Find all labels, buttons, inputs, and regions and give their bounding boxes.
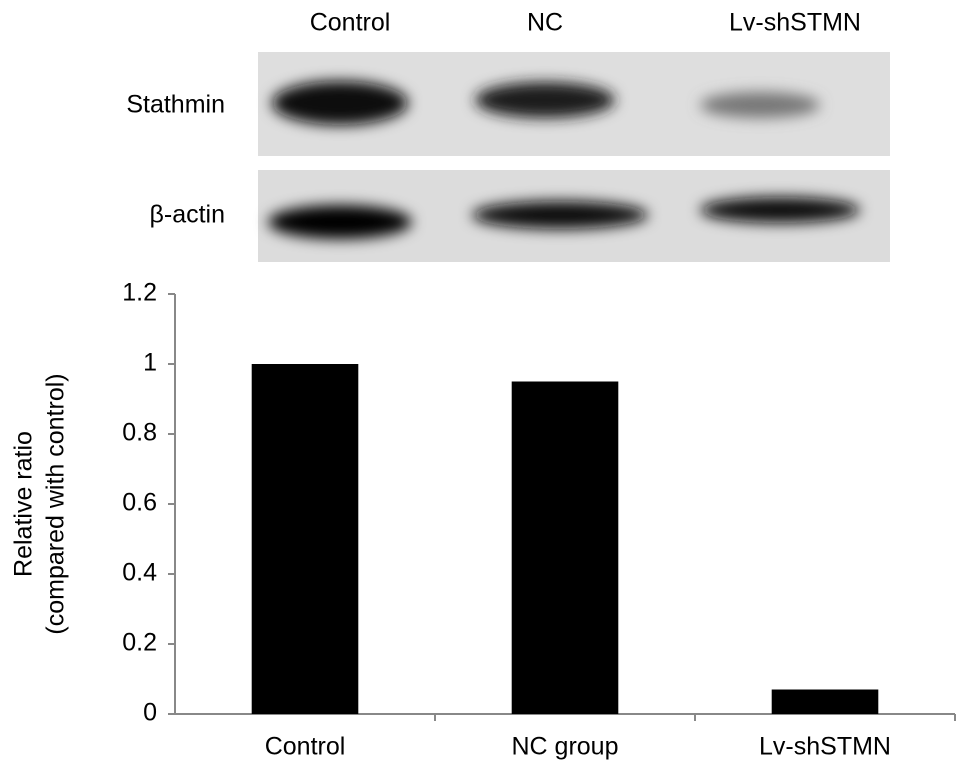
y-axis-label: Relative ratio bbox=[10, 431, 38, 577]
bar bbox=[251, 364, 359, 714]
y-tick-label: 0.4 bbox=[122, 559, 157, 587]
lane-label: NC bbox=[527, 9, 563, 37]
blot-band bbox=[475, 82, 615, 118]
x-tick-label: Lv-shSTMN bbox=[759, 733, 891, 761]
row-label: Stathmin bbox=[126, 91, 225, 119]
blot-band bbox=[472, 201, 648, 229]
western-blot: Control NC Lv-shSTMN Stathmin β-actin bbox=[126, 9, 890, 262]
row-label: β-actin bbox=[149, 201, 225, 229]
blot-band bbox=[700, 197, 860, 223]
lane-label: Control bbox=[310, 9, 391, 37]
lane-label: Lv-shSTMN bbox=[729, 9, 861, 37]
y-tick-label: 0 bbox=[143, 699, 157, 727]
y-tick-label: 0.8 bbox=[122, 419, 157, 447]
blot-band bbox=[700, 92, 820, 118]
bar bbox=[511, 381, 619, 714]
x-tick-label: Control bbox=[265, 733, 346, 761]
bar bbox=[771, 689, 879, 714]
y-tick-label: 0.6 bbox=[122, 489, 157, 517]
blot-band bbox=[272, 81, 408, 125]
y-tick-label: 0.2 bbox=[122, 629, 157, 657]
y-tick-label: 1 bbox=[143, 349, 157, 377]
y-tick-label: 1.2 bbox=[122, 279, 157, 307]
y-axis-label: (compared with control) bbox=[42, 373, 70, 634]
x-tick-label: NC group bbox=[512, 733, 619, 761]
blot-band bbox=[268, 205, 412, 239]
